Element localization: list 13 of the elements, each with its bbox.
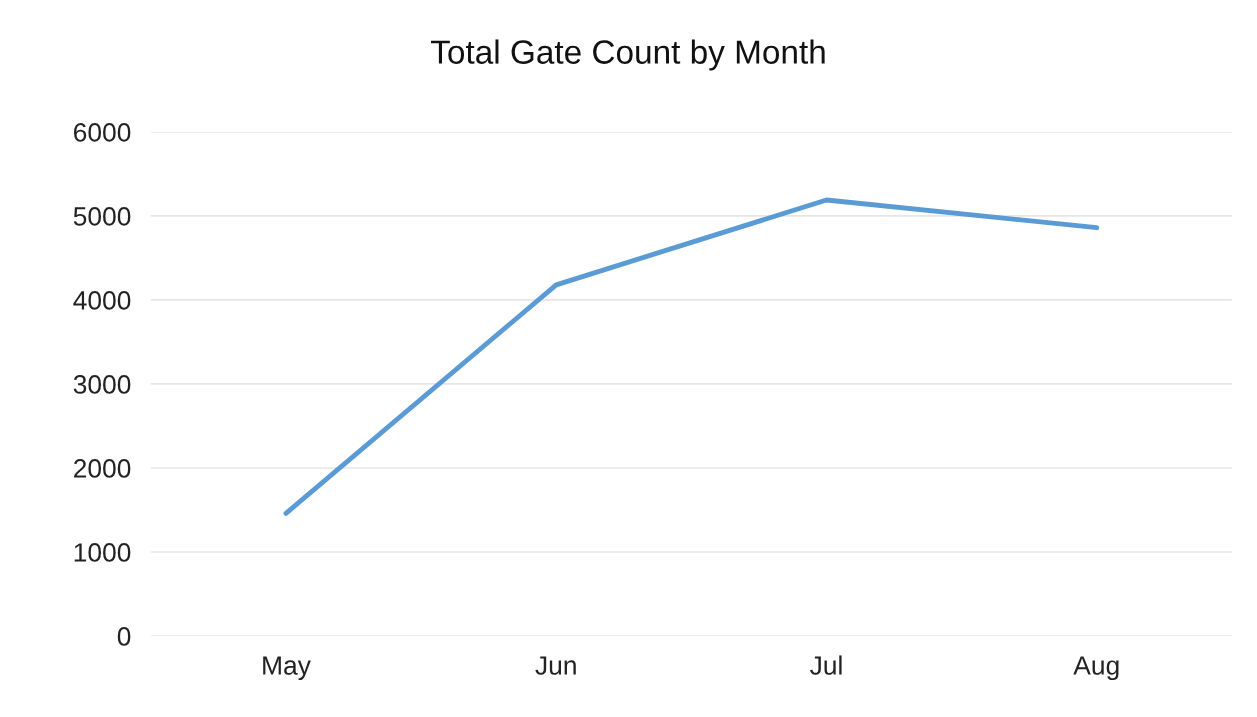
y-tick-label: 5000: [73, 207, 131, 226]
y-tick-label: 1000: [74, 543, 131, 562]
x-tick-label: Jun: [535, 656, 576, 675]
y-tick-label: 3000: [73, 375, 131, 394]
y-tick-label: 0: [117, 627, 131, 646]
y-tick-label: 6000: [74, 123, 131, 142]
x-tick-label: May: [263, 656, 311, 681]
y-tick-label: 4000: [73, 291, 131, 310]
x-tick-label: Jul: [810, 655, 842, 675]
chart-title: Total Gate Count by Month: [431, 39, 825, 71]
x-tick-label: Aug: [1073, 656, 1119, 681]
line-series: [283, 197, 1100, 516]
y-tick-label: 2000: [74, 459, 131, 478]
